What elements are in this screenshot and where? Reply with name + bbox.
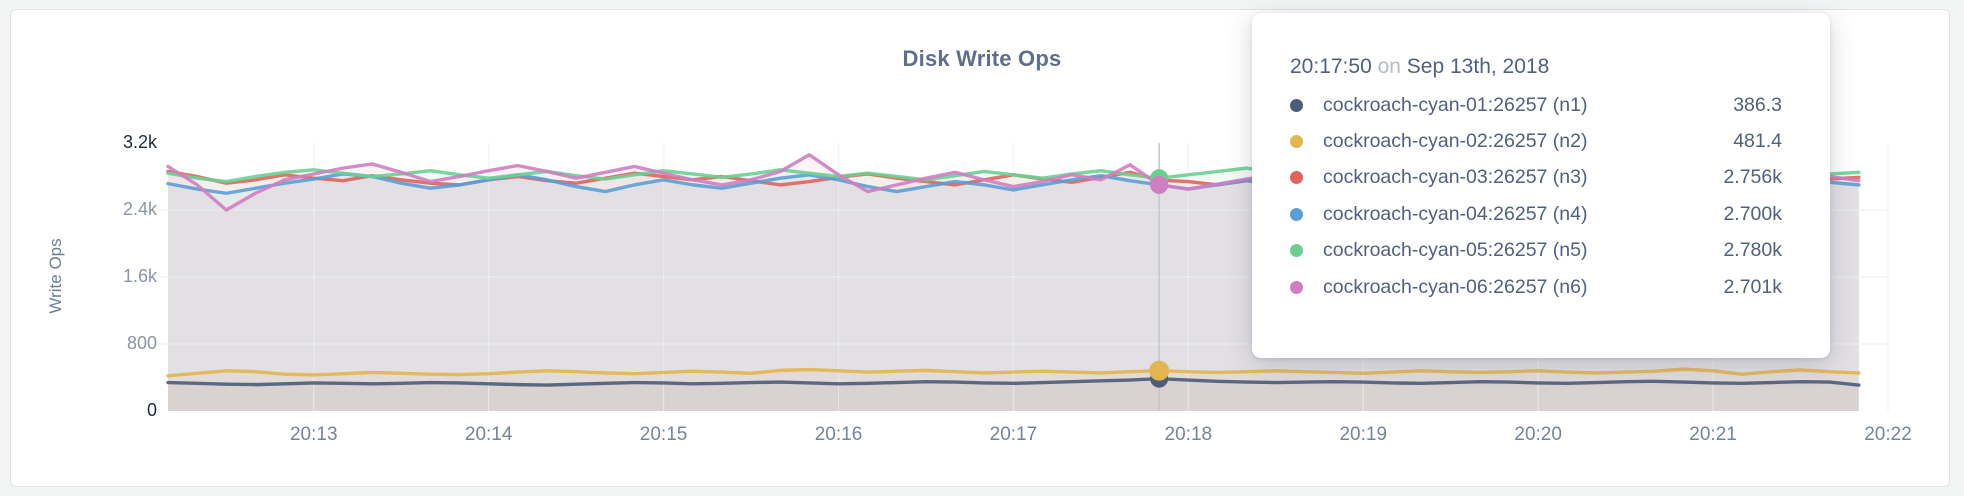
tooltip-series-value: 2.700k [1723, 202, 1782, 225]
x-tick-label: 20:15 [639, 424, 688, 445]
x-tick-label: 20:19 [1339, 424, 1388, 445]
series-line [166, 376, 1861, 387]
series-color-dot-icon [1290, 171, 1303, 185]
hover-point [1149, 360, 1170, 381]
tooltip-series-name: cockroach-cyan-01:26257 (n1) [1323, 93, 1588, 116]
series-color-dot-icon [1290, 280, 1303, 294]
x-tick-label: 20:16 [814, 424, 863, 445]
tooltip-row: cockroach-cyan-02:26257 (n2) 481.4 [1290, 123, 1782, 159]
y-tick-label: 3.2k [122, 132, 157, 152]
tooltip-series-value: 2.701k [1723, 275, 1782, 298]
series-line [166, 367, 1861, 378]
tooltip-series-value: 2.756k [1723, 166, 1782, 189]
series-color-dot-icon [1290, 207, 1303, 221]
x-tick-label: 20:22 [1864, 424, 1912, 445]
hover-tooltip: 20:17:50 on Sep 13th, 2018 cockroach-cya… [1252, 13, 1830, 358]
tooltip-series-value: 386.3 [1733, 93, 1782, 116]
tooltip-time: 20:17:50 [1290, 55, 1372, 78]
tooltip-series-name: cockroach-cyan-06:26257 (n6) [1323, 275, 1588, 298]
y-tick-label: 2.4k [122, 199, 157, 219]
series-color-dot-icon [1290, 98, 1303, 112]
tooltip-row: cockroach-cyan-04:26257 (n4) 2.700k [1290, 196, 1782, 232]
y-tick-label: 1.6k [122, 266, 157, 286]
chart-title: Disk Write Ops [902, 46, 1062, 71]
tooltip-row: cockroach-cyan-05:26257 (n5) 2.780k [1290, 233, 1782, 269]
x-tick-label: 20:21 [1689, 424, 1737, 445]
tooltip-date: Sep 13th, 2018 [1406, 55, 1550, 78]
tooltip-header: 20:17:50 on Sep 13th, 2018 [1290, 53, 1782, 81]
x-tick-label: 20:13 [289, 424, 338, 445]
x-tick-label: 20:18 [1164, 424, 1213, 445]
series-color-dot-icon [1290, 135, 1303, 149]
x-tick-label: 20:17 [989, 424, 1038, 445]
tooltip-series-value: 2.780k [1723, 239, 1782, 262]
x-tick-label: 20:14 [464, 424, 513, 445]
tooltip-rows: cockroach-cyan-01:26257 (n1) 386.3 cockroa… [1290, 87, 1782, 305]
series-color-dot-icon [1290, 244, 1303, 258]
tooltip-series-name: cockroach-cyan-03:26257 (n3) [1323, 166, 1588, 189]
tooltip-row: cockroach-cyan-03:26257 (n3) 2.756k [1290, 160, 1782, 196]
tooltip-conjunction: on [1377, 55, 1401, 78]
y-tick-label: 800 [126, 333, 157, 353]
tooltip-series-name: cockroach-cyan-05:26257 (n5) [1323, 239, 1588, 262]
tooltip-series-name: cockroach-cyan-04:26257 (n4) [1323, 202, 1588, 225]
tooltip-series-value: 481.4 [1733, 130, 1782, 153]
tooltip-series-name: cockroach-cyan-02:26257 (n2) [1323, 130, 1588, 153]
hover-point [1150, 175, 1169, 194]
x-tick-label: 20:20 [1514, 424, 1562, 445]
tooltip-row: cockroach-cyan-01:26257 (n1) 386.3 [1290, 87, 1782, 123]
tooltip-row: cockroach-cyan-06:26257 (n6) 2.701k [1290, 269, 1782, 305]
y-tick-label: 0 [146, 400, 157, 420]
